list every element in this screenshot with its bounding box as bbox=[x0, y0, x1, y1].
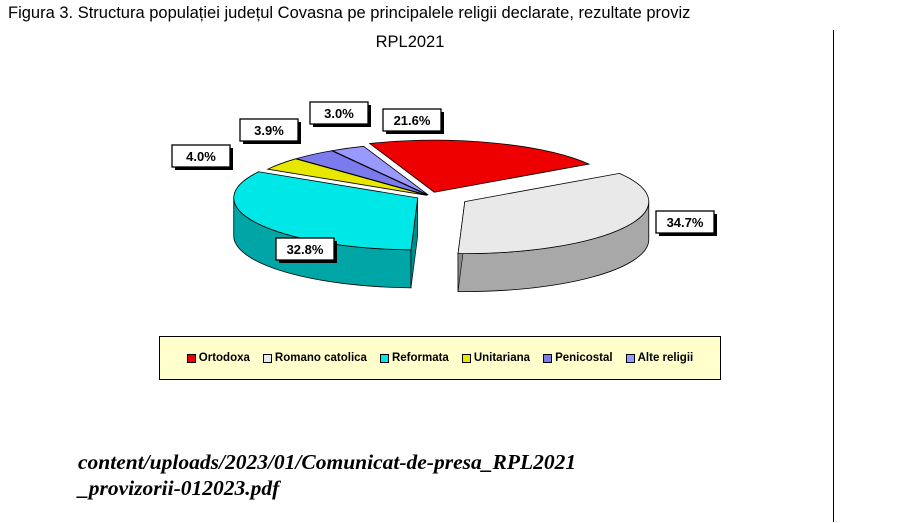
chart-title: Figura 3. Structura populației județul C… bbox=[8, 4, 691, 22]
legend-label-reformata: Reformata bbox=[391, 352, 449, 364]
data-label-text-unitariana: 4.0% bbox=[186, 149, 216, 164]
pie-slice-ortodoxa bbox=[368, 139, 591, 193]
data-label-text-alte-religii: 3.0% bbox=[324, 106, 354, 121]
data-label-romano-catolica: 34.7% bbox=[655, 210, 717, 236]
data-label-text-penicostal: 3.9% bbox=[254, 123, 284, 138]
pie-slice-unitariana bbox=[266, 158, 427, 196]
legend-swatch-penicostal bbox=[543, 353, 553, 363]
chart-subtitle: RPL2021 bbox=[375, 33, 445, 51]
legend-item-alte-religii: Alte religii bbox=[625, 352, 694, 364]
chart-legend: Ortodoxa Romano catolica Reformata Unitaria… bbox=[159, 336, 721, 380]
legend-swatch-reformata bbox=[379, 353, 389, 363]
legend-item-romano-catolica: Romano catolica bbox=[262, 352, 367, 364]
data-label-text-ortodoxa: 21.6% bbox=[394, 113, 431, 128]
legend-label-unitariana: Unitariana bbox=[473, 352, 531, 364]
legend-swatch-romano-catolica bbox=[262, 353, 272, 363]
data-label-text-romano-catolica: 34.7% bbox=[667, 215, 704, 230]
pie-chart: 21.6% 34.7% 32.8% 4.0% 3.9% 3.0% bbox=[171, 101, 717, 292]
legend-label-penicostal: Penicostal bbox=[555, 352, 613, 364]
pie-slice-alte-religii bbox=[331, 145, 429, 196]
legend-label-alte-religii: Alte religii bbox=[637, 352, 694, 364]
data-label-reformata: 32.8% bbox=[275, 237, 337, 263]
data-label-penicostal: 3.9% bbox=[239, 118, 301, 144]
legend-label-ortodoxa: Ortodoxa bbox=[198, 352, 250, 364]
legend-swatch-unitariana bbox=[461, 353, 471, 363]
legend-item-unitariana: Unitariana bbox=[461, 352, 531, 364]
legend-item-reformata: Reformata bbox=[379, 352, 449, 364]
legend-swatch-alte-religii bbox=[625, 353, 635, 363]
legend-swatch-ortodoxa bbox=[186, 353, 196, 363]
legend-label-romano-catolica: Romano catolica bbox=[274, 352, 367, 364]
legend-item-ortodoxa: Ortodoxa bbox=[186, 352, 250, 364]
data-label-unitariana: 4.0% bbox=[171, 144, 233, 170]
legend-item-penicostal: Penicostal bbox=[543, 352, 613, 364]
pie-slice-romano-catolica bbox=[457, 172, 650, 292]
source-caption-line2: _provizorii-012023.pdf bbox=[78, 476, 280, 500]
source-caption-line1: content/uploads/2023/01/Comunicat-de-pre… bbox=[78, 450, 577, 474]
page-divider bbox=[833, 30, 834, 522]
data-label-text-reformata: 32.8% bbox=[287, 242, 324, 257]
data-label-alte-religii: 3.0% bbox=[309, 101, 371, 127]
data-label-ortodoxa: 21.6% bbox=[382, 108, 444, 134]
